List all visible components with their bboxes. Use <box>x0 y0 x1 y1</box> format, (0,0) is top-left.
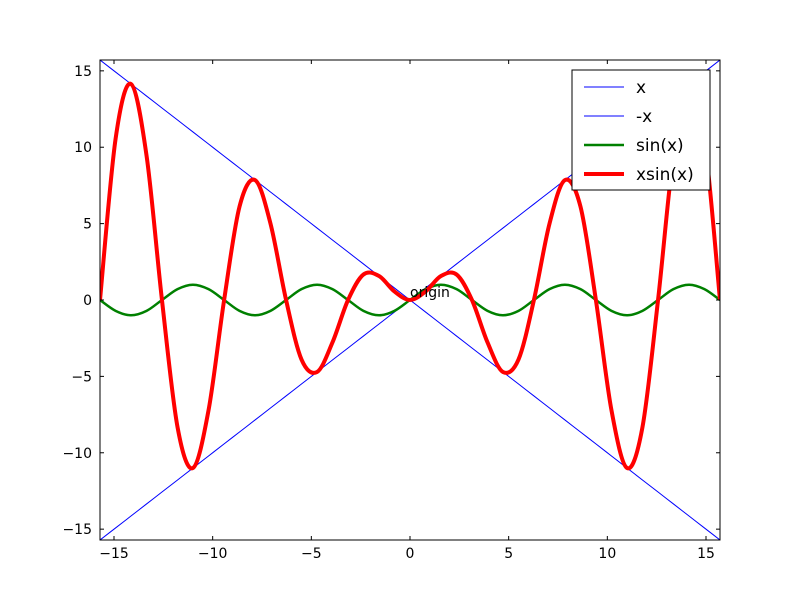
legend-label: -x <box>636 107 652 127</box>
legend: x -x sin(x) xsin(x) <box>571 69 711 191</box>
y-tick-label: 0 <box>83 293 92 309</box>
y-tick-label: 10 <box>74 140 92 156</box>
legend-box <box>571 69 711 191</box>
series-line <box>100 81 720 471</box>
legend-label: xsin(x) <box>636 165 694 185</box>
legend-label: sin(x) <box>636 136 684 156</box>
x-tick-label: −15 <box>99 546 129 562</box>
y-tick-label: −15 <box>62 522 92 538</box>
x-tick-label: −5 <box>301 546 322 562</box>
legend-label: x <box>636 78 646 98</box>
x-tick-label: 0 <box>406 546 415 562</box>
x-tick-label: 15 <box>697 546 715 562</box>
y-tick-label: 15 <box>74 64 92 80</box>
x-tick-label: −10 <box>198 546 228 562</box>
y-tick-label: −5 <box>71 369 92 385</box>
x-tick-label: 5 <box>504 546 513 562</box>
y-tick-label: −10 <box>62 446 92 462</box>
x-tick-label: 10 <box>598 546 616 562</box>
annotation: origin <box>410 285 450 301</box>
y-tick-label: 5 <box>83 217 92 233</box>
